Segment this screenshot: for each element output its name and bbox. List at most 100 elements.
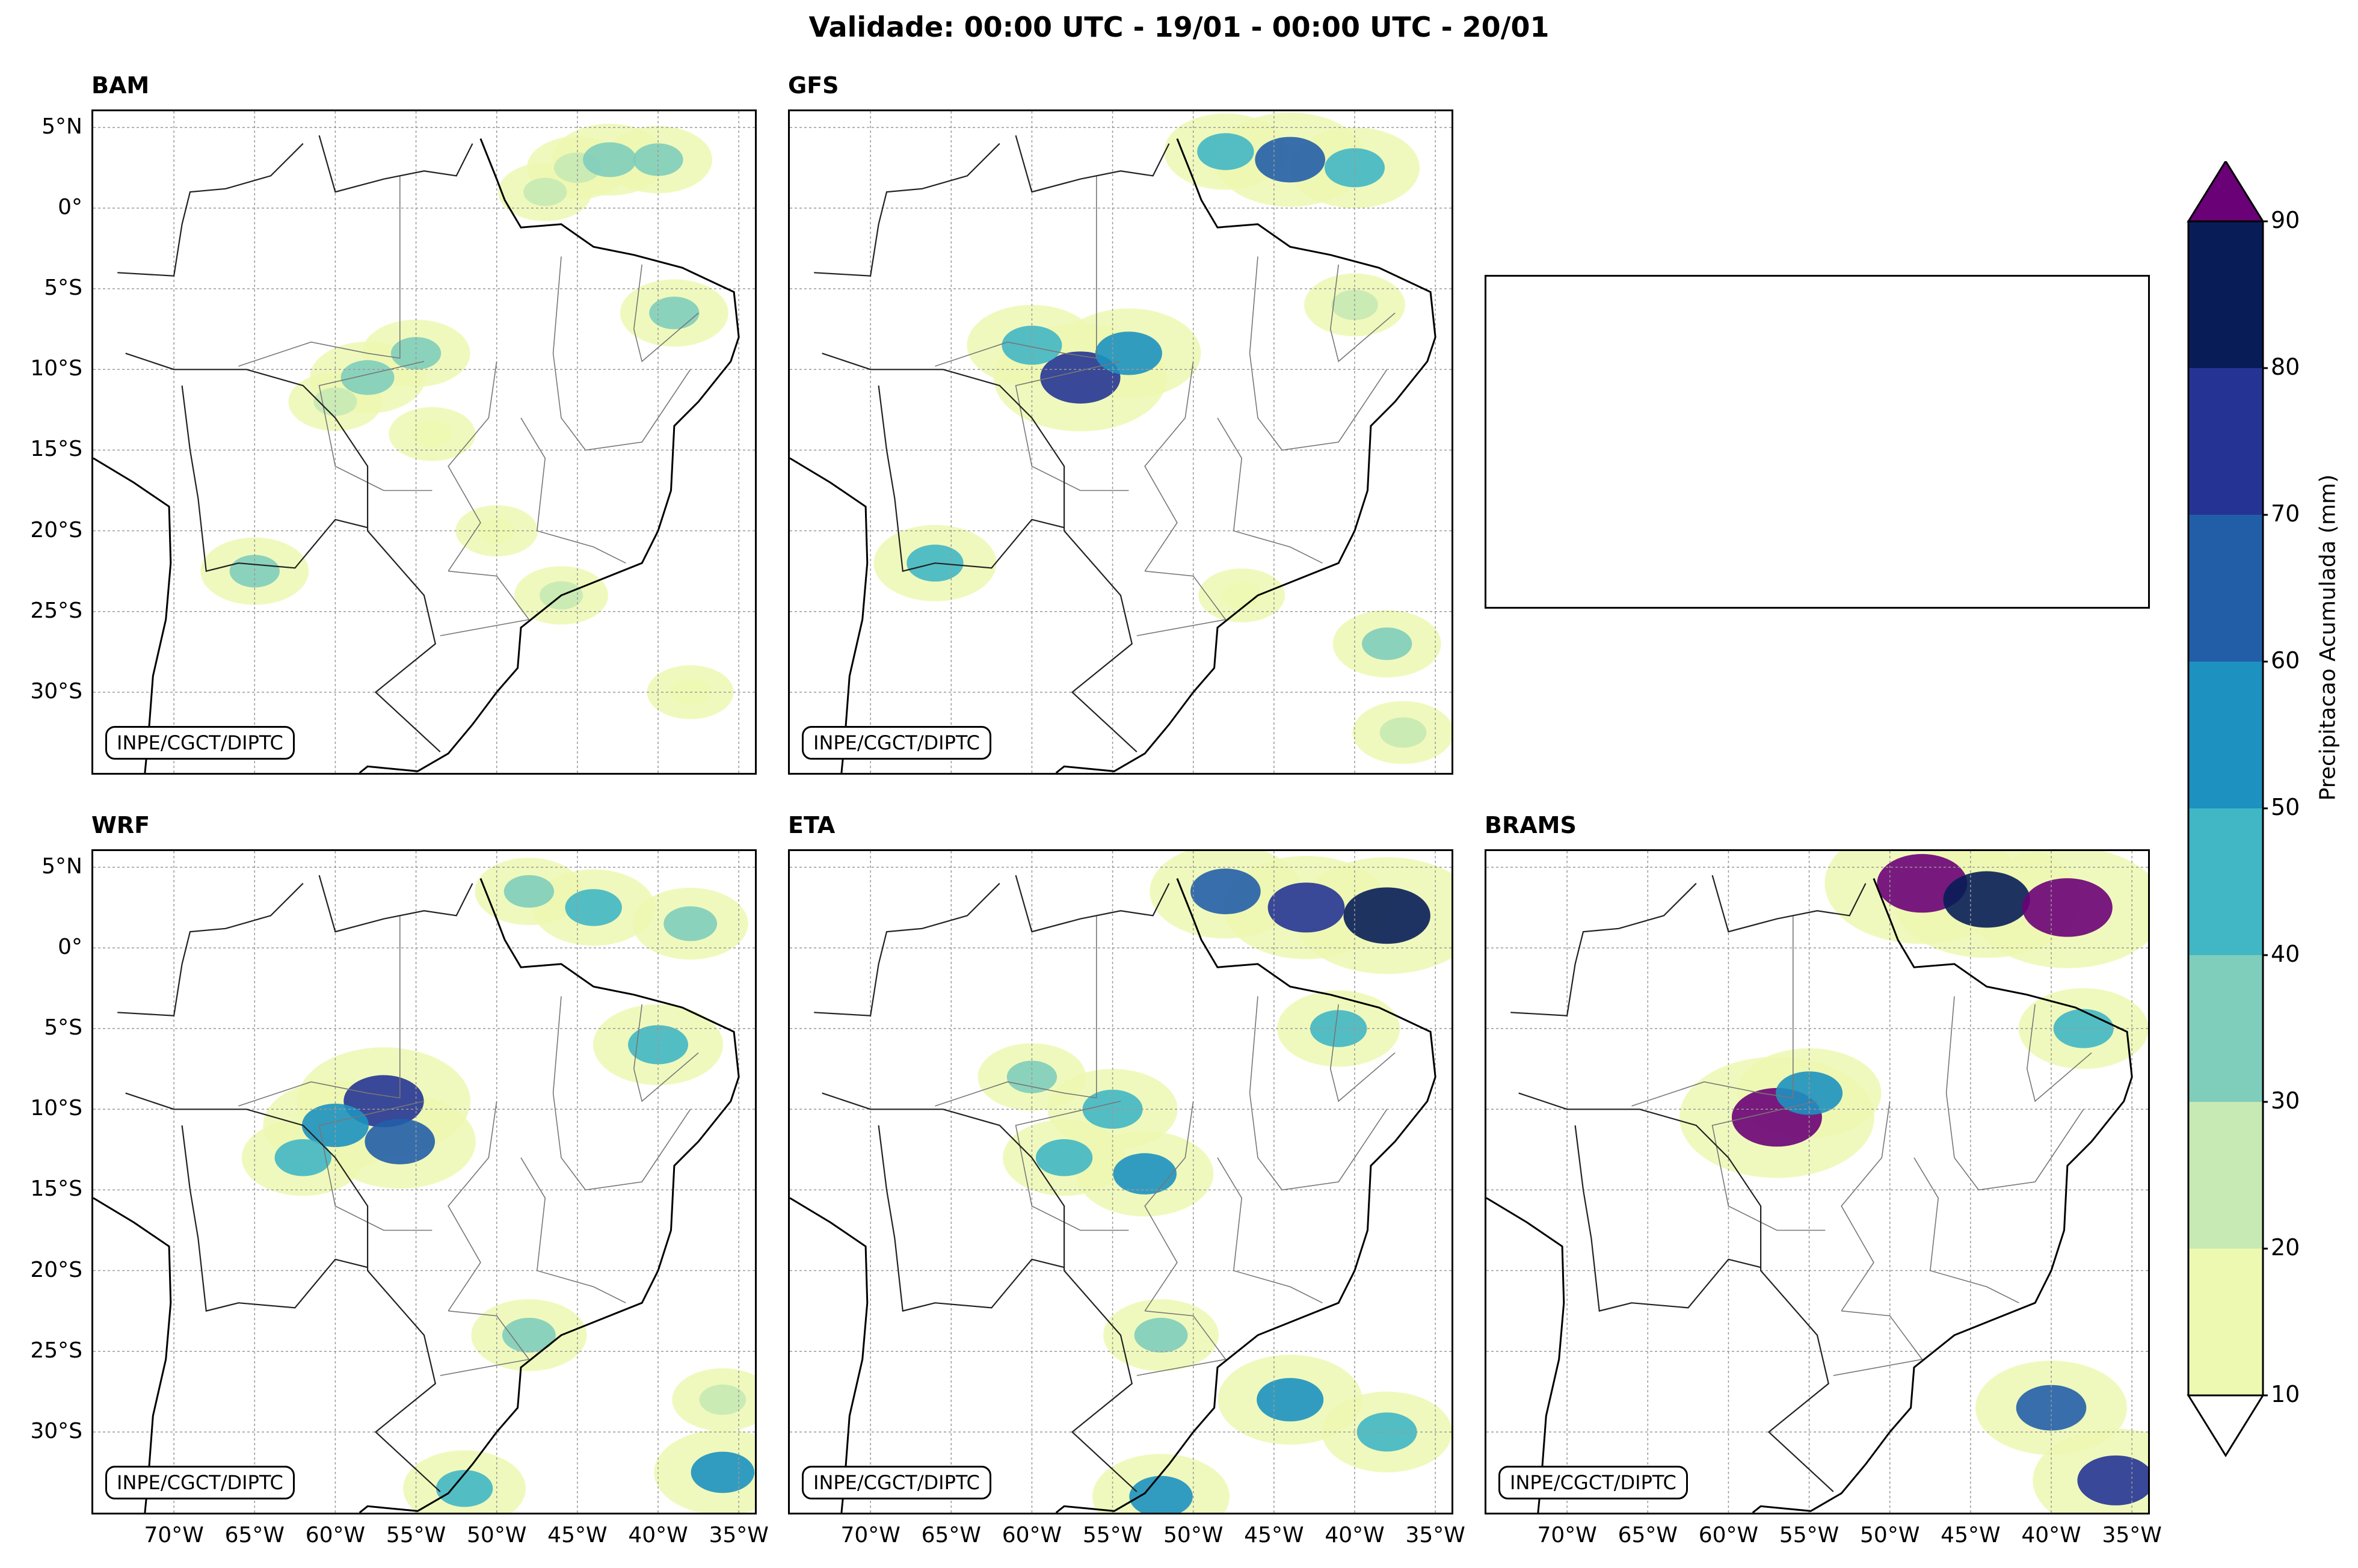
lat-tick-label: 5°S [44, 1015, 82, 1041]
state-border [1329, 1004, 1396, 1102]
credit-label: INPE/CGCT/DIPTC [802, 1466, 991, 1499]
precip-core [663, 906, 718, 941]
colorbar-segment [2188, 515, 2263, 662]
map-canvas [790, 111, 1451, 773]
country-border [822, 352, 1137, 752]
precip-core [1221, 582, 1262, 609]
country-border [117, 882, 304, 1016]
map-panel-bam: INPE/CGCT/DIPTC [91, 109, 757, 775]
precip-core [1257, 1378, 1324, 1422]
lon-tick-label: 60°W [1698, 1523, 1759, 1548]
precip-core [2077, 1455, 2148, 1505]
map-canvas [790, 851, 1451, 1513]
panel-title-brams: BRAMS [1485, 812, 1577, 838]
lat-tick-label: 10°S [30, 356, 82, 381]
state-border [1631, 915, 1794, 1107]
colorbar-tick-label: 90 [2271, 207, 2300, 233]
coastline [1055, 878, 1436, 1513]
country-border [1574, 1125, 1761, 1312]
state-border [440, 1310, 530, 1376]
state-border [1711, 1101, 1826, 1231]
country-border [814, 882, 1000, 1016]
precip-core [2022, 878, 2113, 937]
state-border [2026, 1004, 2092, 1102]
colorbar [2187, 161, 2268, 1457]
country-border [181, 1125, 368, 1312]
country-border [1518, 1092, 1834, 1492]
state-border [1136, 1310, 1227, 1376]
precip-core [1035, 1139, 1093, 1176]
lat-tick-label: 5°N [42, 114, 82, 139]
precip-core [1943, 871, 2030, 928]
lon-tick-label: 60°W [305, 1523, 366, 1548]
country-border [1711, 875, 1867, 933]
precip-core [1267, 882, 1345, 933]
lon-tick-label: 45°W [1244, 1523, 1304, 1548]
lon-tick-label: 50°W [467, 1523, 527, 1548]
lon-tick-label: 50°W [1163, 1523, 1224, 1548]
state-border [1945, 996, 2084, 1191]
country-border [1510, 882, 1697, 1016]
map-panel-wrf: INPE/CGCT/DIPTC [91, 849, 757, 1514]
precip-core [1379, 717, 1427, 748]
lon-tick-label: 45°W [1941, 1523, 2001, 1548]
precip-core [649, 297, 700, 330]
state-border [633, 1004, 699, 1102]
credit-label: INPE/CGCT/DIPTC [105, 1466, 295, 1499]
country-border [181, 385, 368, 572]
precip-core [1113, 1153, 1177, 1194]
country-border [318, 135, 473, 193]
lon-tick-label: 40°W [2021, 1523, 2081, 1548]
lat-tick-label: 25°S [30, 1338, 82, 1363]
lon-tick-label: 65°W [224, 1523, 285, 1548]
coastline [1752, 878, 2133, 1513]
lon-tick-label: 50°W [1860, 1523, 1920, 1548]
country-border [117, 143, 304, 277]
credit-label: INPE/CGCT/DIPTC [1498, 1466, 1688, 1499]
lat-tick-label: 30°S [30, 678, 82, 704]
lon-tick-label: 35°W [709, 1523, 769, 1548]
state-border [1217, 1157, 1323, 1303]
state-border [1249, 996, 1388, 1191]
colorbar-segment [2188, 1102, 2263, 1249]
lon-tick-label: 70°W [1537, 1523, 1597, 1548]
precip-core [503, 875, 555, 908]
country-border [878, 1125, 1065, 1312]
lat-tick-label: 0° [58, 194, 82, 220]
colorbar-segment [2188, 808, 2263, 955]
coastline [359, 138, 740, 773]
state-border [1217, 417, 1323, 564]
colorbar-tick-label: 30 [2271, 1087, 2300, 1114]
map-panel-eta: INPE/CGCT/DIPTC [788, 849, 1453, 1514]
colorbar-tick-label: 40 [2271, 941, 2300, 967]
colorbar-segment [2188, 221, 2263, 368]
precip-core [1343, 887, 1430, 944]
state-border [552, 256, 691, 451]
precip-core [1095, 331, 1162, 375]
lon-tick-label: 65°W [1618, 1523, 1678, 1548]
state-border [1015, 361, 1129, 491]
state-border [1144, 1101, 1194, 1312]
state-border [520, 417, 626, 564]
precip-core [523, 177, 567, 206]
precip-core [1325, 148, 1385, 188]
precip-core [1134, 1317, 1188, 1353]
state-border [1144, 361, 1194, 572]
precip-core [1255, 137, 1326, 183]
colorbar-tick-label: 10 [2271, 1381, 2300, 1407]
credit-label: INPE/CGCT/DIPTC [802, 726, 991, 760]
lon-tick-label: 65°W [921, 1523, 981, 1548]
lon-tick-label: 55°W [1082, 1523, 1143, 1548]
precip-core [565, 889, 622, 926]
lat-tick-label: 5°S [44, 275, 82, 301]
lon-tick-label: 70°W [144, 1523, 204, 1548]
colorbar-segment [2188, 662, 2263, 808]
lat-tick-label: 15°S [30, 437, 82, 462]
precip-core [436, 1470, 493, 1507]
state-border [935, 176, 1097, 367]
lat-tick-label: 0° [58, 934, 82, 959]
state-border [1329, 264, 1396, 363]
precip-core [274, 1139, 332, 1176]
state-border [1841, 1101, 1891, 1312]
precip-core [1190, 869, 1261, 914]
